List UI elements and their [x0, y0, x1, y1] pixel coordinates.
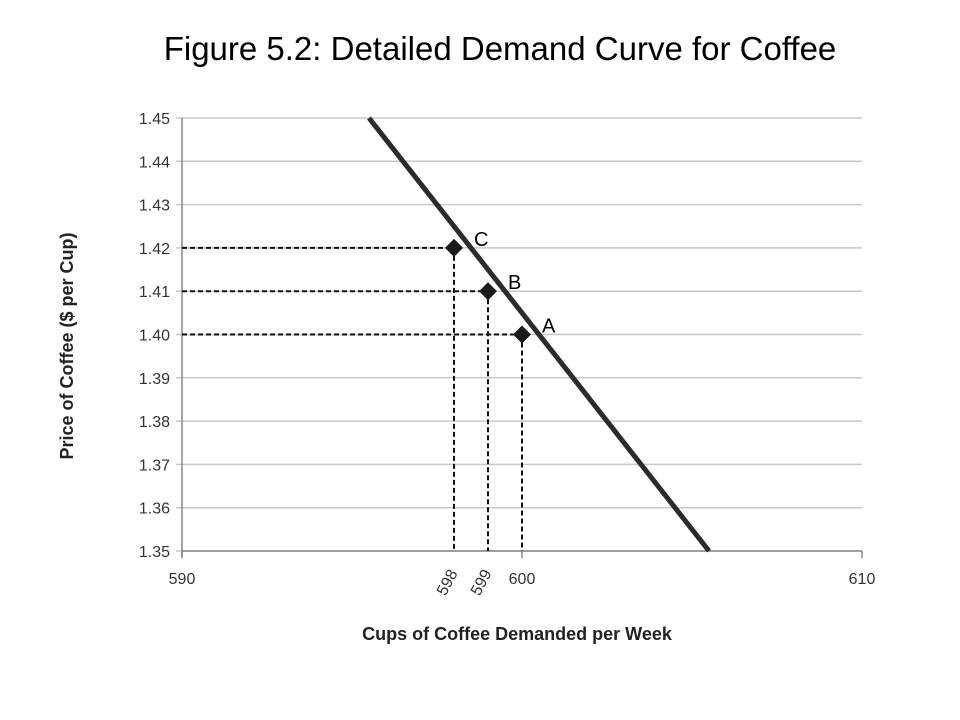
- y-tick-label: 1.37: [139, 457, 170, 474]
- y-tick-label: 1.43: [139, 198, 170, 215]
- data-points: CBA: [445, 229, 556, 344]
- point-marker-b: [479, 282, 497, 301]
- point-label-c: C: [474, 229, 488, 251]
- x-marked-tick-label: 598: [434, 567, 462, 599]
- x-tick-label: 610: [849, 571, 876, 588]
- y-tick-label: 1.42: [139, 241, 170, 258]
- y-tick-labels: 1.35 1.36 1.37 1.38 1.39 1.40 1.41 1.42 1.43 1.44…: [139, 111, 170, 561]
- y-tick-label: 1.38: [139, 414, 170, 431]
- y-axis-title: Price of Coffee ($ per Cup): [57, 232, 77, 459]
- y-tick-label: 1.39: [139, 371, 170, 388]
- demand-line: [367, 116, 711, 553]
- x-tick-labels: 590 600 610 598 599: [169, 567, 876, 599]
- demand-curve: [367, 116, 711, 553]
- x-tick-label: 590: [169, 571, 196, 588]
- chart-title: Figure 5.2: Detailed Demand Curve for Co…: [163, 30, 837, 67]
- y-tick-label: 1.45: [139, 111, 170, 128]
- point-label-b: B: [508, 272, 521, 294]
- dashed-guides: [182, 246, 523, 551]
- y-tick-label: 1.40: [139, 328, 170, 345]
- point-marker-a: [513, 325, 531, 344]
- y-tick-label: 1.41: [139, 284, 170, 301]
- x-axis-title: Cups of Coffee Demanded per Week: [362, 624, 673, 644]
- y-tick-label: 1.35: [139, 544, 170, 561]
- y-tick-label: 1.36: [139, 501, 170, 518]
- x-marked-tick-label: 599: [468, 567, 496, 599]
- point-label-a: A: [542, 316, 556, 338]
- point-marker-c: [445, 238, 463, 257]
- x-tick-label: 600: [509, 571, 536, 588]
- y-tick-label: 1.44: [139, 154, 170, 171]
